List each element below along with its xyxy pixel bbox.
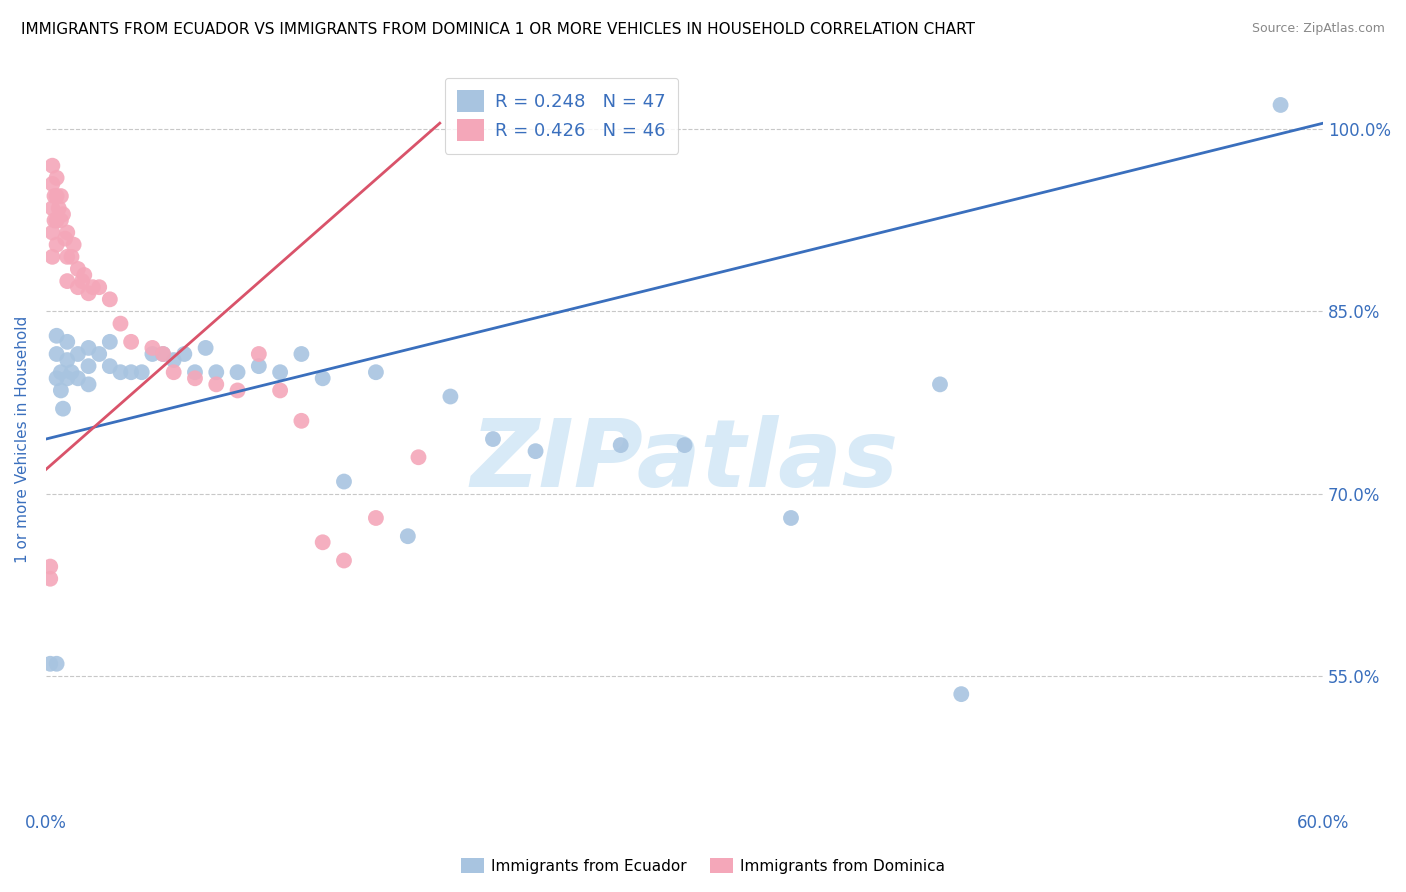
Text: ZIPatlas: ZIPatlas: [471, 416, 898, 508]
Point: [39, 559, 62, 574]
Point: [45, 657, 67, 671]
Point: [929, 377, 952, 392]
Point: [131, 365, 153, 379]
Text: IMMIGRANTS FROM ECUADOR VS IMMIGRANTS FROM DOMINICA 1 OR MORE VEHICLES IN HOUSEH: IMMIGRANTS FROM ECUADOR VS IMMIGRANTS FR…: [21, 22, 976, 37]
Point: [52, 401, 75, 416]
Point: [226, 365, 249, 379]
Point: [49, 189, 72, 203]
Point: [73, 268, 96, 282]
Point: [163, 365, 186, 379]
Point: [41, 201, 63, 215]
Point: [98, 334, 121, 349]
Point: [609, 438, 631, 452]
Point: [89, 347, 111, 361]
Point: [66, 371, 89, 385]
Point: [77, 359, 100, 373]
Point: [269, 365, 291, 379]
Point: [673, 438, 696, 452]
Point: [56, 226, 79, 240]
Point: [184, 371, 207, 385]
Point: [1270, 98, 1292, 112]
Point: [110, 365, 132, 379]
Point: [152, 347, 174, 361]
Point: [194, 341, 217, 355]
Point: [56, 371, 79, 385]
Point: [53, 231, 76, 245]
Point: [52, 207, 75, 221]
Legend: Immigrants from Ecuador, Immigrants from Dominica: Immigrants from Ecuador, Immigrants from…: [454, 852, 952, 880]
Point: [60, 250, 83, 264]
Point: [41, 159, 63, 173]
Point: [41, 177, 63, 191]
Point: [173, 347, 195, 361]
Point: [89, 280, 111, 294]
Point: [45, 371, 67, 385]
Point: [98, 359, 121, 373]
Point: [269, 384, 291, 398]
Point: [49, 384, 72, 398]
Point: [364, 365, 387, 379]
Point: [56, 274, 79, 288]
Point: [49, 365, 72, 379]
Point: [141, 347, 163, 361]
Point: [333, 475, 356, 489]
Point: [312, 371, 335, 385]
Point: [44, 189, 66, 203]
Point: [45, 237, 67, 252]
Point: [56, 334, 79, 349]
Point: [290, 414, 312, 428]
Point: [45, 170, 67, 185]
Point: [48, 201, 70, 215]
Point: [120, 334, 142, 349]
Point: [524, 444, 547, 458]
Point: [205, 365, 228, 379]
Point: [41, 250, 63, 264]
Text: Source: ZipAtlas.com: Source: ZipAtlas.com: [1251, 22, 1385, 36]
Point: [56, 250, 79, 264]
Point: [482, 432, 505, 446]
Point: [98, 293, 121, 307]
Point: [45, 347, 67, 361]
Point: [41, 226, 63, 240]
Point: [247, 359, 270, 373]
Point: [333, 553, 356, 567]
Point: [66, 347, 89, 361]
Y-axis label: 1 or more Vehicles in Household: 1 or more Vehicles in Household: [15, 316, 30, 563]
Point: [70, 274, 93, 288]
Point: [120, 365, 142, 379]
Point: [56, 353, 79, 368]
Point: [141, 341, 163, 355]
Point: [408, 450, 430, 465]
Point: [364, 511, 387, 525]
Point: [60, 365, 83, 379]
Point: [184, 365, 207, 379]
Point: [82, 280, 104, 294]
Point: [439, 390, 461, 404]
Point: [49, 213, 72, 227]
Point: [152, 347, 174, 361]
Point: [780, 511, 803, 525]
Point: [66, 262, 89, 277]
Point: [950, 687, 973, 701]
Point: [62, 237, 84, 252]
Point: [66, 280, 89, 294]
Point: [77, 341, 100, 355]
Point: [45, 189, 67, 203]
Point: [163, 353, 186, 368]
Point: [45, 328, 67, 343]
Point: [39, 572, 62, 586]
Point: [45, 213, 67, 227]
Point: [226, 384, 249, 398]
Point: [290, 347, 312, 361]
Point: [39, 657, 62, 671]
Point: [44, 213, 66, 227]
Legend: R = 0.248   N = 47, R = 0.426   N = 46: R = 0.248 N = 47, R = 0.426 N = 46: [444, 78, 678, 154]
Point: [396, 529, 419, 543]
Point: [205, 377, 228, 392]
Point: [77, 377, 100, 392]
Point: [77, 286, 100, 301]
Point: [247, 347, 270, 361]
Point: [312, 535, 335, 549]
Point: [110, 317, 132, 331]
